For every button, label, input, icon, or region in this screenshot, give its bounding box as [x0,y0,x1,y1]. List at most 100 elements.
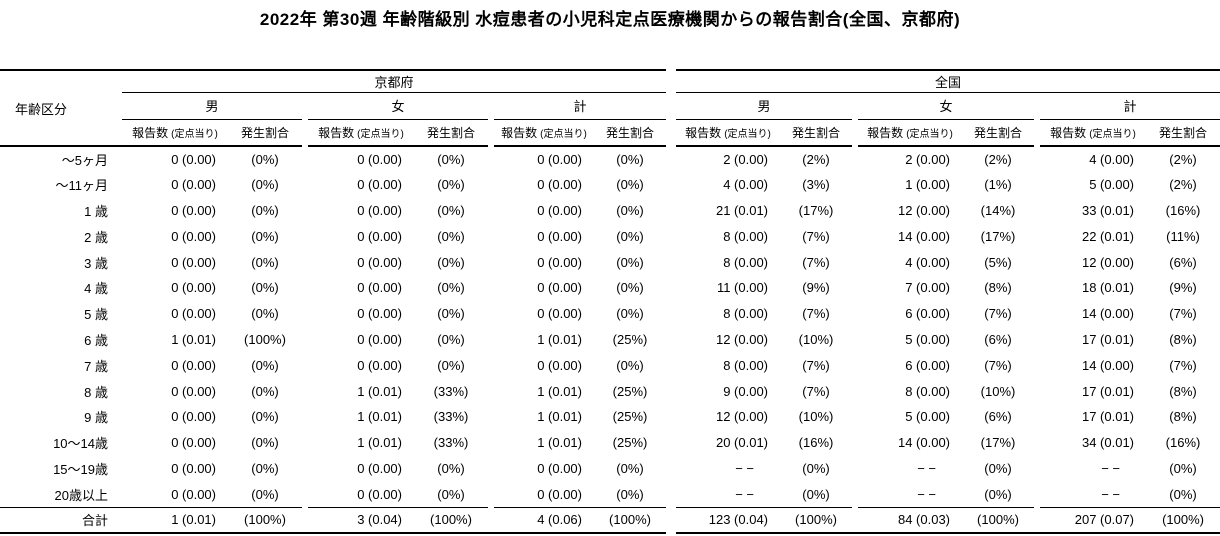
cell-ratio: (17%) [798,202,834,218]
cell-report: 12 (0.00) [1081,254,1135,270]
table-row: 15～19歳 0 (0.00) (0%) 0 (0.00) (0%) 0 (0.… [0,456,1220,482]
cell-report: 1 (0.01) [537,435,582,451]
table-header: 年齢区分 京都府 全国 男 女 計 男 女 計 報告数 (定点当り) 発生割合 [0,69,1220,147]
total-cell-ratio: (100%) [228,506,302,535]
table-row: ～11ヶ月 0 (0.00) (0%) 0 (0.00) (0%) 0 (0.0… [0,172,1220,198]
cell-report: − − [917,486,937,502]
cell-ratio: (25%) [612,331,648,347]
age-label: 5 歳 [84,307,108,323]
cell-report: 0 (0.00) [537,177,582,193]
cell-ratio: (7%) [802,228,830,244]
cell-report: 1 (0.01) [357,383,402,399]
cell-report: 8 (0.00) [723,228,769,244]
cell-ratio: (7%) [802,254,830,270]
cell-ratio: (25%) [612,409,648,425]
cell-ratio: (0%) [616,306,644,322]
cell-report: 8 (0.00) [723,306,769,322]
cell-report: 0 (0.00) [357,254,402,270]
cell-report: − − [735,460,755,476]
cell-report: 0 (0.00) [537,280,582,296]
age-label: 15～19歳 [53,461,108,477]
section-gap [666,146,676,172]
count-header: 報告数 (定点当り) [494,119,594,147]
count-header: 報告数 (定点当り) [122,119,228,147]
table-row: 4 歳 0 (0.00) (0%) 0 (0.00) (0%) 0 (0.00)… [0,275,1220,301]
section-gap [666,275,676,301]
cell-report: 17 (0.01) [1081,331,1135,347]
cell-report: 0 (0.00) [171,202,216,218]
age-label: 20歳以上 [54,487,108,503]
cell-report: 0 (0.00) [357,151,402,167]
section-gap [666,507,676,533]
cell-report: − − [917,460,937,476]
age-label: ～5ヶ月 [61,152,108,168]
age-label: 1 歳 [84,203,108,219]
total-cell-report: 84 (0.03) [858,506,963,535]
cell-report: 0 (0.00) [171,435,216,451]
table-row: ～5ヶ月 0 (0.00) (0%) 0 (0.00) (0%) 0 (0.00… [0,146,1220,172]
table-footer: 合計 1 (0.01) (100%) 3 (0.04) (100%) 4 (0.… [0,506,1220,535]
cell-ratio: (17%) [980,228,1016,244]
cell-report: 1 (0.01) [171,331,216,347]
cell-ratio: (0%) [251,460,279,476]
cell-report: 22 (0.01) [1081,228,1135,244]
section-gap [666,456,676,482]
cell-report: 0 (0.00) [171,486,216,502]
ratio-header: 発生割合 [228,119,302,147]
region-header-row: 年齢区分 京都府 全国 [0,69,1220,147]
cell-ratio: (5%) [984,254,1012,270]
cell-report: 1 (0.01) [357,435,402,451]
cell-ratio: (25%) [612,435,648,451]
cell-ratio: (0%) [251,151,279,167]
section-gap [666,404,676,430]
cell-report: 11 (0.00) [716,280,769,296]
cell-report: 0 (0.00) [537,357,582,373]
cell-ratio: (0%) [437,486,465,502]
cell-report: 0 (0.00) [171,280,216,296]
cell-ratio: (2%) [1169,177,1197,193]
count-header: 報告数 (定点当り) [676,119,781,147]
cell-ratio: (0%) [437,177,465,193]
cell-ratio: (0%) [616,460,644,476]
cell-report: 0 (0.00) [357,306,402,322]
table-row: 3 歳 0 (0.00) (0%) 0 (0.00) (0%) 0 (0.00)… [0,249,1220,275]
cell-ratio: (0%) [984,460,1012,476]
total-row: 合計 1 (0.01) (100%) 3 (0.04) (100%) 4 (0.… [0,506,1220,535]
age-label: 6 歳 [84,332,108,348]
sex-header-kyoto-male: 男 [122,92,302,120]
cell-ratio: (7%) [802,357,830,373]
cell-ratio: (9%) [802,280,830,296]
cell-ratio: (33%) [433,383,469,399]
total-cell-report: 207 (0.07) [1040,506,1147,535]
section-gap [666,430,676,456]
cell-ratio: (8%) [984,280,1012,296]
section-gap [666,301,676,327]
cell-ratio: (0%) [616,202,644,218]
sex-header-kyoto-female: 女 [308,92,488,120]
cell-report: 0 (0.00) [537,486,582,502]
cell-report: 1 (0.01) [537,331,582,347]
total-cell-report: 1 (0.01) [122,506,228,535]
ratio-header: 発生割合 [414,119,488,147]
cell-report: 2 (0.00) [723,151,769,167]
ratio-header: 発生割合 [780,119,853,147]
cell-ratio: (6%) [984,331,1012,347]
total-cell-ratio: (100%) [962,506,1035,535]
cell-ratio: (9%) [1169,280,1197,296]
cell-ratio: (0%) [437,280,465,296]
cell-report: 0 (0.00) [171,409,216,425]
cell-ratio: (7%) [802,306,830,322]
cell-ratio: (10%) [798,409,834,425]
cell-report: 0 (0.00) [171,460,216,476]
cell-report: 1 (0.01) [537,383,582,399]
cell-report: 0 (0.00) [537,202,582,218]
section-gap [666,172,676,198]
cell-report: 21 (0.01) [715,202,769,218]
cell-ratio: (0%) [616,486,644,502]
cell-ratio: (7%) [1169,357,1197,373]
cell-report: 12 (0.00) [897,202,951,218]
cell-report: 0 (0.00) [537,151,582,167]
age-label: 10～14歳 [53,436,108,452]
cell-ratio: (0%) [251,254,279,270]
